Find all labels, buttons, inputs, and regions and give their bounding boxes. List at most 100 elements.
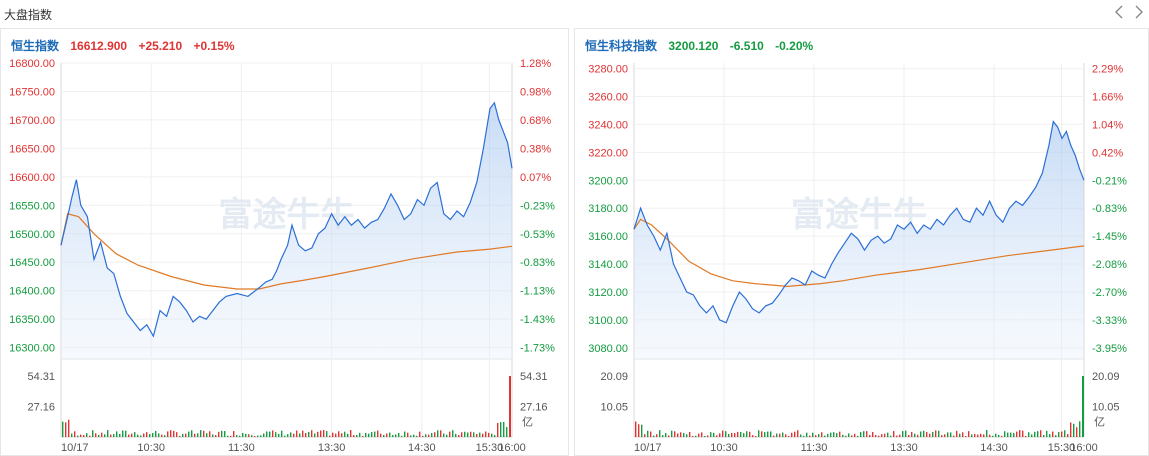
volume-bar — [659, 430, 661, 437]
volume-bar — [980, 433, 982, 437]
volume-bar — [974, 433, 976, 437]
pct-tick-label: 0.98% — [520, 86, 551, 98]
volume-bar — [149, 434, 151, 437]
volume-bar — [89, 435, 91, 437]
volume-bar — [188, 431, 190, 437]
volume-bar — [200, 430, 202, 437]
volume-bar — [161, 434, 163, 437]
volume-bar — [350, 430, 352, 437]
volume-bar — [1004, 431, 1006, 437]
volume-bar — [380, 433, 382, 437]
volume-bar — [371, 432, 373, 437]
pct-tick-label: -1.45% — [1092, 231, 1127, 243]
chevron-left-icon[interactable] — [1112, 4, 1128, 20]
volume-bar — [785, 434, 787, 437]
volume-bar — [422, 435, 424, 437]
price-tick-label: 3080.00 — [588, 343, 628, 355]
volume-bar — [956, 430, 958, 437]
volume-mid-label: 27.16 — [27, 402, 55, 414]
volume-bar — [857, 435, 859, 437]
volume-bar — [293, 433, 295, 437]
price-tick-label: 3200.00 — [588, 175, 628, 187]
hstech-chart[interactable]: 3280.00 2.29% 3260.00 1.66% 3240.00 1.04% 3220… — [575, 29, 1148, 455]
volume-bar — [269, 431, 271, 437]
time-label: 10/17 — [634, 442, 662, 454]
index-price: 3200.120 — [668, 39, 719, 53]
volume-bar — [839, 431, 841, 437]
volume-bar — [878, 435, 880, 437]
volume-bar — [401, 435, 403, 437]
price-tick-label: 3280.00 — [588, 64, 628, 76]
price-tick-label: 16650.00 — [9, 143, 55, 155]
price-line — [60, 101, 513, 338]
volume-bar — [86, 433, 88, 437]
volume-bar — [74, 431, 76, 437]
hsi-header: 恒生指数 16612.900 +25.210 +0.15% — [11, 37, 243, 54]
volume-bar — [875, 435, 877, 437]
volume-bar — [263, 433, 265, 437]
volume-bar — [419, 431, 421, 437]
volume-bar — [917, 434, 919, 437]
volume-bar — [1073, 423, 1075, 437]
index-name[interactable]: 恒生科技指数 — [585, 39, 658, 53]
volume-bar — [128, 434, 130, 437]
pct-tick-label: -3.33% — [1092, 315, 1127, 327]
volume-bar — [848, 433, 850, 437]
top-bar: 大盘指数 — [0, 0, 1149, 26]
volume-bar — [758, 430, 760, 437]
volume-bar — [995, 433, 997, 437]
price-tick-label: 16700.00 — [9, 115, 55, 127]
volume-bar — [143, 433, 145, 437]
volume-unit-label: 亿 — [522, 416, 533, 429]
hstech-panel: 恒生科技指数 3200.120 -6.510 -0.20% 3280.00 2.2… — [574, 28, 1149, 456]
volume-bar — [317, 431, 319, 437]
volume-bar — [818, 434, 820, 437]
volume-bar — [287, 434, 289, 437]
volume-bar — [1058, 432, 1060, 437]
volume-bar — [722, 430, 724, 437]
volume-bar — [902, 431, 904, 437]
index-name[interactable]: 恒生指数 — [11, 39, 60, 53]
volume-bar — [425, 434, 427, 437]
pct-tick-label: -0.83% — [520, 257, 555, 269]
volume-bar — [1043, 434, 1045, 437]
volume-bar — [671, 430, 673, 437]
volume-bar — [890, 435, 892, 437]
volume-bar — [71, 433, 73, 437]
volume-bar — [98, 434, 100, 437]
volume-bar — [362, 435, 364, 437]
volume-bar — [734, 433, 736, 437]
volume-bar — [218, 431, 220, 437]
hsi-chart[interactable]: 16800.00 1.28% 16750.00 0.98% 16700.00 0.68% 1… — [1, 29, 568, 455]
volume-bar — [830, 432, 832, 437]
chevron-right-icon[interactable] — [1130, 4, 1146, 20]
volume-bar — [443, 433, 445, 437]
volume-bar — [674, 431, 676, 437]
volume-bar — [641, 424, 643, 437]
volume-bar — [80, 434, 82, 437]
index-price: 16612.900 — [70, 39, 128, 53]
volume-bar — [65, 422, 67, 437]
volume-bar — [368, 433, 370, 437]
volume-bar — [428, 434, 430, 437]
volume-bar — [1082, 376, 1084, 437]
volume-mid-label-right: 10.05 — [1092, 402, 1120, 414]
volume-bar — [260, 435, 262, 437]
hstech-header: 恒生科技指数 3200.120 -6.510 -0.20% — [585, 37, 821, 54]
volume-bar — [506, 427, 508, 437]
volume-bar — [377, 430, 379, 437]
volume-bar — [926, 431, 928, 437]
volume-bar — [779, 433, 781, 437]
volume-bar — [1025, 435, 1027, 437]
volume-bar — [1016, 431, 1018, 437]
volume-bar — [290, 432, 292, 437]
volume-bar — [446, 434, 448, 437]
volume-bar — [410, 435, 412, 437]
volume-bar — [863, 431, 865, 437]
volume-bar — [251, 435, 253, 437]
volume-bar — [338, 431, 340, 437]
volume-bar — [497, 422, 499, 437]
volume-bar — [134, 432, 136, 437]
volume-bar — [881, 434, 883, 437]
volume-bar — [302, 430, 304, 437]
